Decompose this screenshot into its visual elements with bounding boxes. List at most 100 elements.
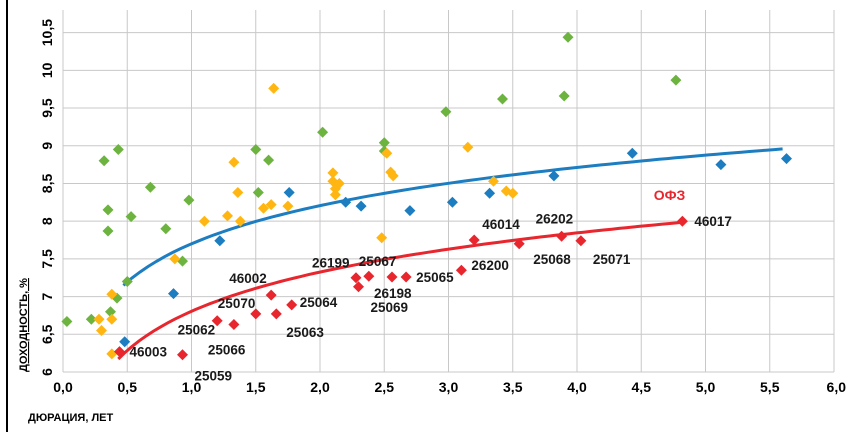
y-tick-label: 8 bbox=[39, 217, 55, 225]
green-point bbox=[121, 276, 133, 287]
green-point bbox=[144, 181, 156, 193]
blue-point bbox=[355, 200, 367, 212]
curve-labels: ОФЗ bbox=[654, 187, 686, 203]
yellow-point bbox=[376, 232, 388, 244]
green-point bbox=[160, 223, 172, 235]
yellow-point bbox=[329, 189, 341, 201]
x-tick-label: 5,5 bbox=[760, 379, 780, 395]
ofz-point bbox=[177, 349, 188, 361]
blue-point bbox=[446, 196, 458, 208]
blue-point bbox=[404, 205, 416, 217]
y-tick-label: 6,5 bbox=[39, 324, 55, 344]
ofz-point bbox=[353, 281, 364, 293]
point-label: 25065 bbox=[416, 270, 454, 285]
yellow-point bbox=[507, 187, 519, 199]
green-point bbox=[252, 187, 264, 198]
blue-trend bbox=[122, 147, 783, 287]
blue-point bbox=[214, 235, 226, 247]
yellow-point bbox=[381, 147, 393, 159]
ofz-point bbox=[211, 315, 223, 327]
ofz-point bbox=[363, 270, 375, 282]
trend-lines bbox=[117, 147, 783, 361]
yellow-point bbox=[462, 141, 474, 153]
ofz-point bbox=[400, 271, 412, 283]
x-tick-label: 2,0 bbox=[310, 379, 330, 395]
yellow-point bbox=[93, 313, 105, 325]
x-tick-label: 4,5 bbox=[632, 379, 652, 395]
point-label: 26202 bbox=[536, 211, 574, 226]
y-tick-labels: 6 6,5 7 7,5 8 8,5 9 9,5 10 10,5 bbox=[39, 19, 55, 376]
blue-point bbox=[340, 196, 352, 208]
point-label: 25068 bbox=[533, 252, 571, 267]
green-point bbox=[61, 316, 73, 327]
green-point bbox=[440, 106, 452, 118]
point-label: 46002 bbox=[229, 271, 267, 286]
green-point bbox=[105, 306, 116, 318]
blue-point bbox=[283, 187, 295, 198]
ofz-point bbox=[350, 272, 362, 284]
y-tick-label: 10 bbox=[39, 62, 55, 78]
yellow-point bbox=[327, 167, 339, 179]
ofz-point bbox=[575, 235, 587, 247]
point-label: 46003 bbox=[130, 345, 168, 360]
ofz-point bbox=[286, 299, 298, 311]
yellow-point bbox=[198, 215, 210, 227]
green-point bbox=[98, 155, 110, 167]
green-point bbox=[112, 144, 124, 155]
x-tick-label: 1,5 bbox=[246, 379, 266, 395]
yellow-point bbox=[333, 178, 345, 189]
ofz-point bbox=[676, 215, 688, 227]
blue-point bbox=[548, 170, 560, 182]
green-point bbox=[378, 137, 390, 149]
yellow-point bbox=[228, 156, 240, 168]
yellow-point bbox=[96, 325, 107, 336]
yellow-point bbox=[106, 313, 118, 325]
ofz-curve-label: ОФЗ bbox=[654, 187, 686, 203]
point-label: 26200 bbox=[471, 258, 509, 273]
green-point bbox=[250, 144, 262, 155]
point-label: 25064 bbox=[300, 295, 338, 310]
yellow-point bbox=[234, 215, 246, 227]
point-label: 26199 bbox=[312, 256, 350, 271]
yellow-point bbox=[387, 170, 399, 182]
x-tick-label: 5,0 bbox=[696, 379, 716, 395]
x-tick-label: 0,0 bbox=[53, 379, 73, 395]
ofz-point bbox=[386, 271, 398, 283]
blue-point bbox=[484, 187, 496, 199]
yellow-point bbox=[265, 199, 277, 211]
green-point bbox=[558, 90, 570, 102]
blue-point bbox=[715, 159, 727, 171]
point-label: 46014 bbox=[482, 217, 520, 232]
blue-point bbox=[781, 153, 792, 165]
green-point bbox=[263, 154, 275, 166]
point-label: 25066 bbox=[208, 343, 246, 358]
ofz-point bbox=[513, 238, 525, 250]
point-label: 25070 bbox=[218, 296, 256, 311]
x-tick-label: 2,5 bbox=[375, 379, 395, 395]
yellow-point bbox=[222, 210, 233, 222]
green-point bbox=[85, 313, 97, 325]
green-point bbox=[183, 194, 195, 206]
point-label: 25059 bbox=[195, 369, 233, 384]
point-label: 25071 bbox=[593, 252, 631, 267]
ofz-point bbox=[250, 308, 262, 320]
y-axis-title: ДОХОДНОСТЬ, % bbox=[18, 278, 30, 372]
x-tick-label: 4,0 bbox=[567, 379, 587, 395]
x-tick-label: 3,0 bbox=[439, 379, 459, 395]
green-point bbox=[670, 74, 682, 86]
ofz-point bbox=[114, 346, 125, 358]
point-label: 25069 bbox=[371, 300, 409, 315]
point-label: 25063 bbox=[286, 325, 324, 340]
yellow-point bbox=[106, 288, 118, 300]
yellow-point bbox=[169, 253, 181, 265]
ofz-point bbox=[265, 289, 277, 301]
x-tick-label: 0,5 bbox=[118, 379, 138, 395]
y-tick-label: 6 bbox=[39, 368, 55, 376]
green-point bbox=[125, 211, 137, 223]
ofz-point bbox=[556, 230, 568, 242]
point-label: 46017 bbox=[694, 214, 732, 229]
ofz-trend bbox=[117, 220, 683, 361]
x-tick-labels: 0,0 0,5 1,0 1,5 2,0 2,5 3,0 3,5 4,0 4,5 5,0 5,5 6,0 bbox=[53, 379, 846, 395]
ofz-point bbox=[468, 234, 480, 246]
